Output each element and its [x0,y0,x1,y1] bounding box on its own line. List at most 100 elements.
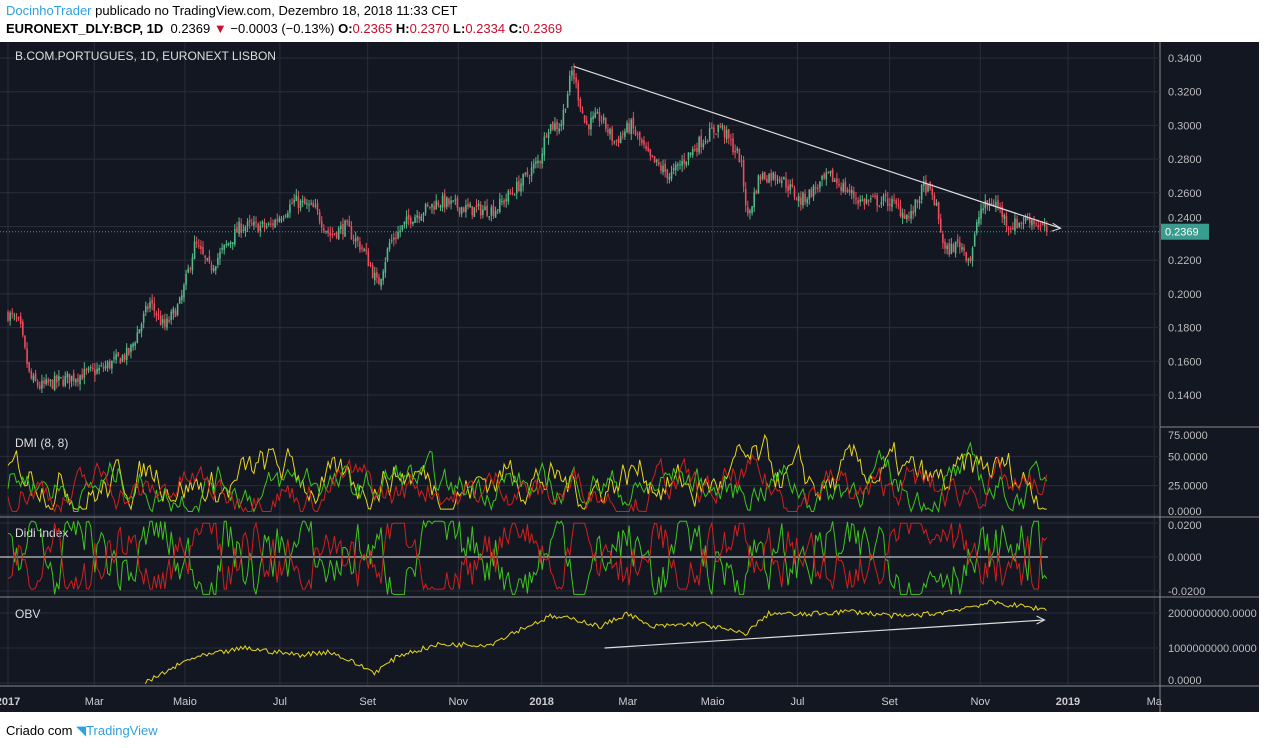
y-tick-label: 0.0000 [1168,552,1202,564]
candle-body [1016,218,1018,228]
candle-body [108,360,111,369]
candle-body [212,268,215,272]
candle-body [223,244,226,250]
candle-body [416,215,418,218]
candle-body [751,206,753,213]
candle-body [386,248,389,261]
candle-body [719,126,722,128]
candle-body [549,124,552,132]
candle-body [38,385,41,389]
candle-body [367,251,370,267]
candle-body [441,195,444,208]
candle-body [694,149,696,151]
x-tick-label: Maio [701,696,725,708]
y-tick-label: 0.2000 [1168,289,1202,301]
candle-body [802,192,804,206]
candle-body [1039,224,1042,226]
candle-body [810,188,813,198]
candle-body [831,169,834,182]
x-tick-label: Nov [970,696,990,708]
candle-body [102,367,105,369]
chart[interactable]: 2017 Mar Maio Jul Set Nov 2018 Mar Maio Jul Set Nov… [0,42,1259,712]
candle-body [66,373,69,378]
candle-body [507,190,510,202]
candle-body [566,94,569,108]
candle-body [674,164,677,170]
candle-body [658,162,660,165]
candle-body [503,200,505,204]
candle-body [884,193,887,197]
candle-body [325,231,327,233]
candle-body [134,342,136,346]
candle-body [1001,206,1004,217]
candle-body [821,176,823,180]
candle-body [895,200,898,204]
candle-body [708,128,711,142]
author-link[interactable]: DocinhoTrader [6,3,92,18]
low-value: 0.2334 [465,21,506,36]
candle-body [433,205,435,210]
candle-body [543,136,546,156]
candle-body [299,200,302,208]
obv-line [144,599,1047,685]
candle-body [795,198,798,200]
candle-body [596,112,599,114]
candle-body [906,214,908,219]
candle-body [424,203,427,214]
publish-text: publicado no TradingView.com, Dezembro 1… [91,3,458,18]
candle-body [571,70,573,76]
candle-body [554,123,556,131]
candle-body [730,139,732,141]
candle-body [577,82,580,101]
candle-body [418,215,421,219]
candle-body [193,241,196,259]
last-price-label: 0.2369 [1165,227,1199,239]
candle-body [276,219,279,222]
candle-body [865,199,868,204]
candle-body [248,219,251,223]
candle-body [853,191,855,198]
candle-body [206,258,209,260]
candle-body [159,315,162,325]
candle-body [939,218,942,233]
candle-body [806,199,809,204]
tradingview-link[interactable]: TradingView [86,723,158,738]
candle-body [920,184,923,200]
candle-body [581,110,584,114]
candle-body [749,210,751,213]
candle-body [460,207,463,214]
candle-body [443,193,446,208]
candle-body [901,212,904,219]
y-tick-label: 0.2200 [1168,255,1202,267]
candle-body [768,174,770,183]
candle-body [973,234,976,247]
candle-body [119,358,122,364]
candle-body [89,367,92,369]
candle-body [479,204,482,216]
high-label: H: [395,21,410,36]
candle-body [918,200,921,203]
candle-body [511,192,514,194]
candle-body [564,108,567,110]
candle-body [342,223,344,235]
symbol-info: EURONEXT_DLY:BCP, 1D 0.2369 ▼ −0.0003 (−… [6,21,562,36]
candle-body [812,185,815,197]
candle-body [819,181,821,188]
candle-body [28,362,30,372]
candle-body [842,183,845,192]
candle-body [619,135,622,144]
candle-body [168,320,170,322]
x-tick-label: Mar [618,696,637,708]
candle-body [556,121,558,130]
candle-body [407,214,410,220]
y-tick-label: 0.0000 [1168,506,1202,518]
candle-body [439,205,442,208]
candle-body [482,209,484,216]
candle-body [778,178,781,182]
candle-body [721,125,724,128]
candle-body [702,143,705,148]
candle-body [306,203,308,205]
dmi-plus-di-line [7,441,1048,514]
candle-body [1045,226,1048,232]
candle-body [700,135,703,147]
